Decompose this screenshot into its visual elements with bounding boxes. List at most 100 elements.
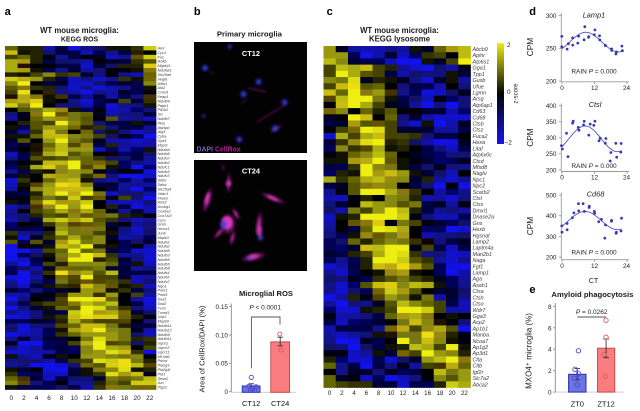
svg-text:Pla2g4l: Pla2g4l bbox=[158, 368, 171, 372]
svg-text:Slc7a2: Slc7a2 bbox=[473, 376, 489, 382]
svg-text:Manba: Manba bbox=[473, 333, 489, 339]
svg-text:Cycs: Cycs bbox=[158, 218, 167, 222]
svg-text:Ctsb: Ctsb bbox=[473, 122, 484, 128]
svg-text:CT12: CT12 bbox=[242, 49, 260, 58]
svg-text:Arnt: Arnt bbox=[157, 47, 166, 51]
svg-text:24: 24 bbox=[623, 263, 631, 270]
svg-text:Clta: Clta bbox=[473, 357, 483, 363]
svg-text:Hgsnat: Hgsnat bbox=[473, 233, 491, 239]
svg-text:Tpp1: Tpp1 bbox=[473, 72, 485, 78]
svg-text:Ufue: Ufue bbox=[473, 84, 484, 90]
svg-text:Sod2: Sod2 bbox=[158, 302, 168, 306]
svg-text:Aplnr: Aplnr bbox=[472, 53, 486, 59]
svg-text:350: 350 bbox=[546, 119, 557, 126]
svg-text:20: 20 bbox=[449, 390, 456, 397]
svg-text:Ndufa5: Ndufa5 bbox=[158, 249, 171, 253]
svg-text:8: 8 bbox=[377, 390, 381, 397]
svg-text:Mapk3: Mapk3 bbox=[158, 236, 170, 240]
svg-text:Gns: Gns bbox=[473, 221, 483, 227]
svg-text:Sesn2: Sesn2 bbox=[158, 377, 170, 381]
svg-text:4: 4 bbox=[548, 347, 552, 354]
svg-text:Asah1: Asah1 bbox=[472, 283, 488, 289]
svg-text:Uqcrq: Uqcrq bbox=[158, 342, 169, 346]
svg-text:WT mouse microglia:: WT mouse microglia: bbox=[40, 26, 119, 35]
svg-text:Cox6a2: Cox6a2 bbox=[158, 209, 172, 213]
svg-text:Lamp2: Lamp2 bbox=[473, 239, 489, 245]
svg-text:0: 0 bbox=[548, 390, 552, 397]
svg-text:Ncoa7: Ncoa7 bbox=[473, 339, 490, 345]
svg-text:CT24: CT24 bbox=[242, 167, 261, 176]
svg-text:Ndufab1: Ndufab1 bbox=[158, 69, 172, 73]
svg-text:0: 0 bbox=[507, 89, 511, 96]
svg-text:Gga3: Gga3 bbox=[473, 314, 486, 320]
svg-text:Acsbg1: Acsbg1 bbox=[157, 205, 171, 209]
svg-text:Txnrd1: Txnrd1 bbox=[158, 311, 170, 315]
svg-text:Gclm: Gclm bbox=[158, 223, 167, 227]
svg-text:Pdpk1: Pdpk1 bbox=[158, 104, 169, 108]
svg-text:Mt-Nd2: Mt-Nd2 bbox=[158, 355, 171, 359]
svg-text:Ndufa4: Ndufa4 bbox=[158, 148, 170, 152]
svg-text:Arg1: Arg1 bbox=[157, 130, 166, 134]
svg-text:Ndufa2: Ndufa2 bbox=[158, 245, 171, 249]
svg-text:300: 300 bbox=[546, 135, 557, 142]
svg-text:Uqcrc2: Uqcrc2 bbox=[158, 346, 171, 350]
svg-text:0.15: 0.15 bbox=[216, 304, 229, 311]
svg-text:Ptgs2: Ptgs2 bbox=[158, 386, 169, 390]
svg-text:CT24: CT24 bbox=[271, 399, 289, 408]
svg-text:0: 0 bbox=[10, 395, 14, 402]
svg-text:Prdx1: Prdx1 bbox=[158, 289, 168, 293]
svg-text:Npc2: Npc2 bbox=[473, 184, 486, 190]
svg-text:Vdac1: Vdac1 bbox=[158, 192, 169, 196]
svg-text:Ucp2: Ucp2 bbox=[158, 315, 168, 319]
svg-text:Mapk9: Mapk9 bbox=[158, 320, 170, 324]
svg-text:16: 16 bbox=[424, 390, 431, 397]
svg-text:Slc25a6: Slc25a6 bbox=[158, 73, 173, 77]
svg-text:Hexa: Hexa bbox=[473, 140, 486, 146]
svg-text:Abcb9: Abcb9 bbox=[472, 47, 488, 53]
svg-text:Gga1: Gga1 bbox=[473, 66, 486, 72]
svg-text:P = 0.0262: P = 0.0262 bbox=[576, 309, 608, 316]
svg-text:KEGG lysosome: KEGG lysosome bbox=[369, 35, 431, 44]
svg-text:Amyloid phagocytosis: Amyloid phagocytosis bbox=[551, 290, 633, 299]
svg-text:Man2b1: Man2b1 bbox=[473, 252, 492, 258]
svg-text:P < 0.0001: P < 0.0001 bbox=[249, 305, 281, 312]
svg-text:CT12: CT12 bbox=[242, 399, 260, 408]
svg-text:10: 10 bbox=[71, 395, 79, 402]
svg-text:Uqcr11: Uqcr11 bbox=[158, 350, 170, 354]
svg-text:Ndufa12: Ndufa12 bbox=[158, 328, 173, 332]
svg-text:Ndufb11: Ndufb11 bbox=[158, 337, 172, 341]
svg-text:Ctso: Ctso bbox=[473, 302, 484, 308]
svg-text:Mgst1: Mgst1 bbox=[158, 143, 168, 147]
svg-text:Fos: Fos bbox=[158, 55, 164, 59]
svg-text:Lamp1: Lamp1 bbox=[583, 10, 606, 19]
svg-text:0.05: 0.05 bbox=[216, 361, 229, 368]
svg-text:Laptm4a: Laptm4a bbox=[473, 246, 494, 252]
svg-text:300: 300 bbox=[546, 13, 557, 20]
svg-text:Ndufv2: Ndufv2 bbox=[158, 280, 171, 284]
svg-text:Ndufb2: Ndufb2 bbox=[158, 161, 171, 165]
svg-text:12: 12 bbox=[591, 175, 599, 182]
svg-text:c: c bbox=[327, 6, 333, 18]
svg-text:Lgmn: Lgmn bbox=[473, 90, 487, 96]
svg-text:WT mouse microglia:: WT mouse microglia: bbox=[360, 26, 439, 35]
svg-text:12: 12 bbox=[591, 85, 599, 92]
svg-text:400: 400 bbox=[546, 103, 557, 110]
svg-text:Txn1: Txn1 bbox=[158, 306, 166, 310]
svg-text:Sdhb: Sdhb bbox=[158, 179, 167, 183]
svg-text:Aifm1: Aifm1 bbox=[157, 82, 168, 86]
svg-text:Mfsd8: Mfsd8 bbox=[473, 165, 488, 171]
svg-text:Cd63: Cd63 bbox=[473, 109, 486, 115]
svg-text:Primary microglia: Primary microglia bbox=[217, 30, 283, 39]
svg-text:250: 250 bbox=[546, 46, 557, 53]
svg-text:Hmox1: Hmox1 bbox=[158, 227, 170, 231]
svg-text:Ndufa7: Ndufa7 bbox=[158, 157, 171, 161]
svg-text:Naga: Naga bbox=[473, 258, 486, 264]
svg-text:10: 10 bbox=[387, 390, 394, 397]
svg-text:Gpx1: Gpx1 bbox=[158, 139, 167, 143]
svg-text:Ctsa: Ctsa bbox=[473, 289, 484, 295]
svg-text:Area of CellRox/DAPI (%): Area of CellRox/DAPI (%) bbox=[198, 305, 207, 392]
svg-text:Gusb: Gusb bbox=[473, 78, 486, 84]
svg-text:Akt2: Akt2 bbox=[157, 86, 166, 90]
svg-text:Wdr7: Wdr7 bbox=[473, 308, 487, 314]
svg-text:Ctsz: Ctsz bbox=[473, 128, 484, 134]
